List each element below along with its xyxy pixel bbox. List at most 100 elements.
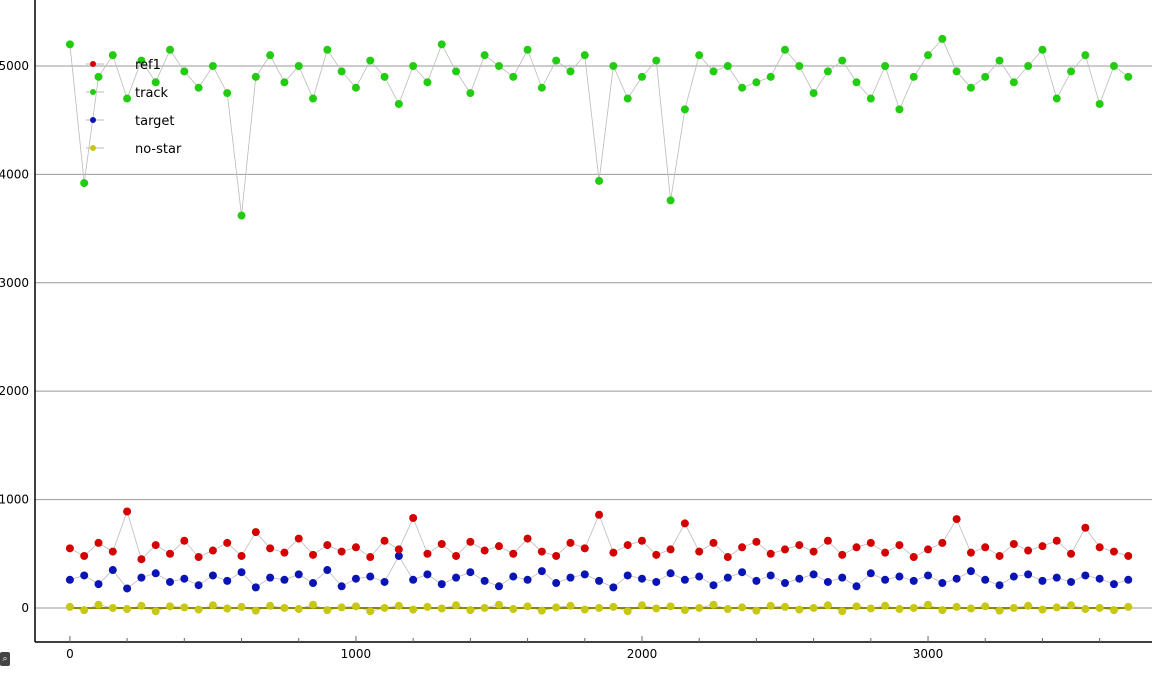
data-point-no-star: [580, 605, 589, 614]
data-point-ref1: [394, 545, 403, 554]
data-point-track: [895, 105, 904, 114]
data-point-track: [709, 67, 718, 76]
data-point-target: [509, 572, 518, 581]
data-point-track: [1009, 78, 1018, 87]
data-point-target: [409, 575, 418, 584]
data-point-track: [1038, 45, 1047, 54]
data-point-target: [1009, 572, 1018, 581]
data-point-track: [437, 40, 446, 49]
data-point-no-star: [208, 601, 217, 610]
data-point-ref1: [1124, 551, 1133, 560]
data-point-no-star: [323, 606, 332, 615]
data-point-no-star: [266, 601, 275, 610]
data-point-no-star: [881, 601, 890, 610]
data-point-no-star: [423, 602, 432, 611]
data-point-target: [137, 573, 146, 582]
data-point-no-star: [1081, 605, 1090, 614]
data-point-track: [1109, 62, 1118, 71]
data-point-no-star: [194, 605, 203, 614]
data-point-target: [194, 581, 203, 590]
data-point-no-star: [123, 605, 132, 614]
data-point-target: [952, 574, 961, 583]
data-point-ref1: [595, 510, 604, 519]
data-point-no-star: [852, 602, 861, 611]
data-point-target: [895, 572, 904, 581]
data-point-track: [637, 72, 646, 81]
data-point-target: [266, 573, 275, 582]
data-point-track: [723, 62, 732, 71]
data-point-ref1: [723, 553, 732, 562]
data-point-no-star: [108, 603, 117, 612]
data-point-track: [1081, 51, 1090, 60]
data-point-ref1: [108, 547, 117, 556]
data-point-ref1: [623, 541, 632, 550]
legend-label-track: track: [135, 86, 169, 101]
data-point-no-star: [1024, 601, 1033, 610]
data-point-target: [166, 577, 175, 586]
data-point-no-star: [437, 604, 446, 613]
data-point-ref1: [194, 553, 203, 562]
data-point-ref1: [251, 528, 260, 537]
data-point-no-star: [595, 603, 604, 612]
data-point-track: [752, 78, 761, 87]
data-point-ref1: [895, 541, 904, 550]
data-point-track: [1124, 72, 1133, 81]
data-point-track: [452, 67, 461, 76]
data-point-track: [995, 56, 1004, 65]
data-point-target: [1081, 571, 1090, 580]
data-point-ref1: [1009, 540, 1018, 549]
data-point-ref1: [995, 551, 1004, 560]
series-line-track: [69, 38, 1129, 216]
data-point-ref1: [580, 544, 589, 553]
legend-marker-ref1: [90, 61, 96, 67]
data-point-no-star: [695, 603, 704, 612]
data-point-ref1: [266, 544, 275, 553]
data-point-ref1: [552, 551, 561, 560]
data-point-track: [123, 94, 132, 103]
data-point-no-star: [1067, 601, 1076, 610]
data-point-track: [1024, 62, 1033, 71]
data-point-track: [938, 34, 947, 43]
data-point-target: [1038, 576, 1047, 585]
data-point-track: [394, 99, 403, 108]
data-point-no-star: [752, 606, 761, 615]
data-point-ref1: [166, 549, 175, 558]
data-point-ref1: [1109, 547, 1118, 556]
data-point-no-star: [866, 604, 875, 613]
data-point-ref1: [409, 514, 418, 523]
data-point-no-star: [309, 600, 318, 609]
data-point-ref1: [480, 546, 489, 555]
data-point-target: [1024, 570, 1033, 579]
data-point-no-star: [351, 602, 360, 611]
data-point-track: [480, 51, 489, 60]
data-point-target: [108, 566, 117, 575]
data-point-no-star: [909, 603, 918, 612]
data-point-no-star: [1038, 605, 1047, 614]
data-point-target: [566, 573, 575, 582]
data-point-ref1: [466, 537, 475, 546]
y-tick-label: 3000: [0, 276, 29, 290]
data-point-no-star: [623, 607, 632, 616]
data-point-ref1: [65, 544, 74, 553]
data-point-track: [680, 105, 689, 114]
data-point-no-star: [895, 605, 904, 614]
data-point-no-star: [337, 603, 346, 612]
data-point-track: [838, 56, 847, 65]
data-point-track: [223, 89, 232, 98]
data-point-no-star: [566, 601, 575, 610]
data-point-target: [723, 573, 732, 582]
data-point-track: [966, 83, 975, 92]
data-point-no-star: [924, 600, 933, 609]
data-point-ref1: [280, 548, 289, 557]
data-point-ref1: [509, 549, 518, 558]
legend-marker-target: [90, 117, 96, 123]
data-point-track: [323, 45, 332, 54]
data-point-target: [323, 566, 332, 575]
data-point-ref1: [695, 547, 704, 556]
zoom-icon[interactable]: ⌕: [0, 652, 10, 666]
data-point-no-star: [680, 606, 689, 615]
data-point-track: [65, 40, 74, 49]
y-tick-label: 2000: [0, 384, 29, 398]
data-point-track: [523, 45, 532, 54]
data-point-no-star: [294, 605, 303, 614]
